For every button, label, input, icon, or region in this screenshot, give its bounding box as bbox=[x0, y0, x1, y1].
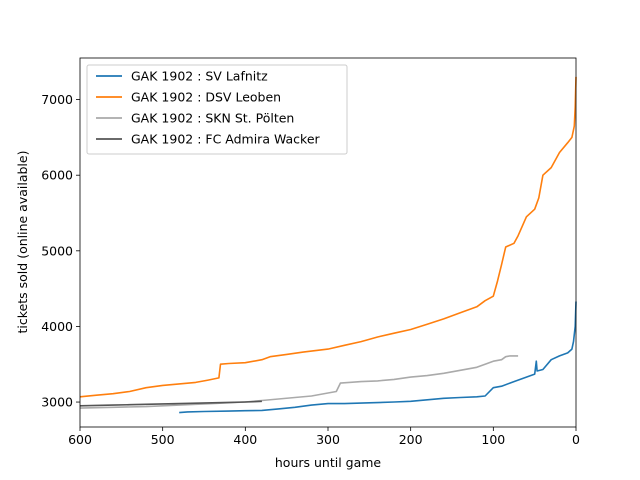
y-tick-label: 3000 bbox=[41, 395, 73, 410]
x-tick-label: 0 bbox=[572, 432, 580, 447]
y-tick-label: 4000 bbox=[41, 319, 73, 334]
legend-frame bbox=[86, 64, 348, 155]
series-line-3 bbox=[79, 355, 519, 409]
y-axis-label: tickets sold (online available) bbox=[15, 151, 30, 334]
series-line-2 bbox=[79, 76, 577, 398]
y-tick-label: 5000 bbox=[41, 243, 73, 258]
x-tick-label: 600 bbox=[68, 432, 92, 447]
x-tick-label: 200 bbox=[399, 432, 423, 447]
y-tick-label: 6000 bbox=[41, 168, 73, 183]
legend-label: GAK 1902 : SKN St. Pölten bbox=[131, 111, 294, 126]
x-tick-label: 500 bbox=[151, 432, 175, 447]
x-tick-label: 300 bbox=[316, 432, 340, 447]
y-axis-ticks: 3000 4000 5000 6000 7000 bbox=[41, 92, 80, 410]
x-tick-label: 100 bbox=[481, 432, 505, 447]
x-axis-label: hours until game bbox=[275, 455, 382, 470]
series-lines bbox=[79, 76, 577, 414]
legend-label: GAK 1902 : DSV Leoben bbox=[131, 90, 281, 105]
legend-label: GAK 1902 : FC Admira Wacker bbox=[131, 132, 321, 147]
legend-label: GAK 1902 : SV Lafnitz bbox=[131, 69, 268, 84]
legend: GAK 1902 : SV Lafnitz GAK 1902 : DSV Leob… bbox=[86, 64, 348, 155]
y-tick-label: 7000 bbox=[41, 92, 73, 107]
series-line-4 bbox=[79, 400, 262, 407]
x-axis-ticks: 600 500 400 300 200 100 0 bbox=[68, 427, 580, 447]
series-line-1 bbox=[179, 301, 577, 414]
x-tick-label: 400 bbox=[233, 432, 257, 447]
